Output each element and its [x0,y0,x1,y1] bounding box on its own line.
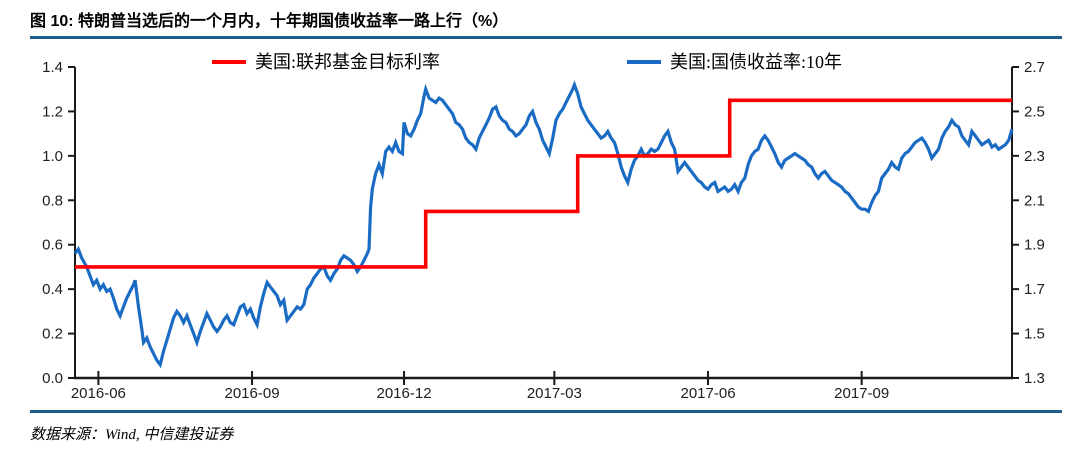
svg-text:1.2: 1.2 [42,103,63,120]
svg-text:2016-09: 2016-09 [225,385,280,402]
legend-item-fed-funds: 美国:联邦基金目标利率 [212,50,440,74]
svg-text:2016-06: 2016-06 [71,385,126,402]
treasury-legend-label: 美国:国债收益率:10年 [670,52,843,72]
svg-text:1.0: 1.0 [42,148,63,165]
footer-divider [30,410,1062,413]
figure-title: 图 10: 特朗普当选后的一个月内，十年期国债收益率一路上行（%） [30,13,509,30]
svg-text:2016-12: 2016-12 [377,385,432,402]
svg-text:2.7: 2.7 [1024,59,1045,76]
svg-text:2017-09: 2017-09 [834,385,889,402]
svg-text:1.4: 1.4 [42,59,63,76]
legend-item-treasury-10y: 美国:国债收益率:10年 [627,50,842,74]
svg-text:1.9: 1.9 [1024,237,1045,254]
svg-text:2017-06: 2017-06 [680,385,735,402]
fed-funds-legend-line [212,60,246,64]
svg-text:2017-03: 2017-03 [527,385,582,402]
svg-text:2.3: 2.3 [1024,148,1045,165]
treasury-legend-line [627,60,661,64]
fed-funds-legend-label: 美国:联邦基金目标利率 [255,52,440,72]
svg-text:0.4: 0.4 [42,281,63,298]
svg-text:0.0: 0.0 [42,370,63,387]
svg-text:1.7: 1.7 [1024,281,1045,298]
svg-text:0.2: 0.2 [42,326,63,343]
data-source: 数据来源：Wind, 中信建投证券 [30,427,234,443]
svg-text:0.8: 0.8 [42,192,63,209]
svg-text:1.3: 1.3 [1024,370,1045,387]
title-divider [30,36,1062,39]
svg-text:0.6: 0.6 [42,237,63,254]
svg-text:1.5: 1.5 [1024,326,1045,343]
svg-text:2.1: 2.1 [1024,192,1045,209]
svg-text:2.5: 2.5 [1024,103,1045,120]
